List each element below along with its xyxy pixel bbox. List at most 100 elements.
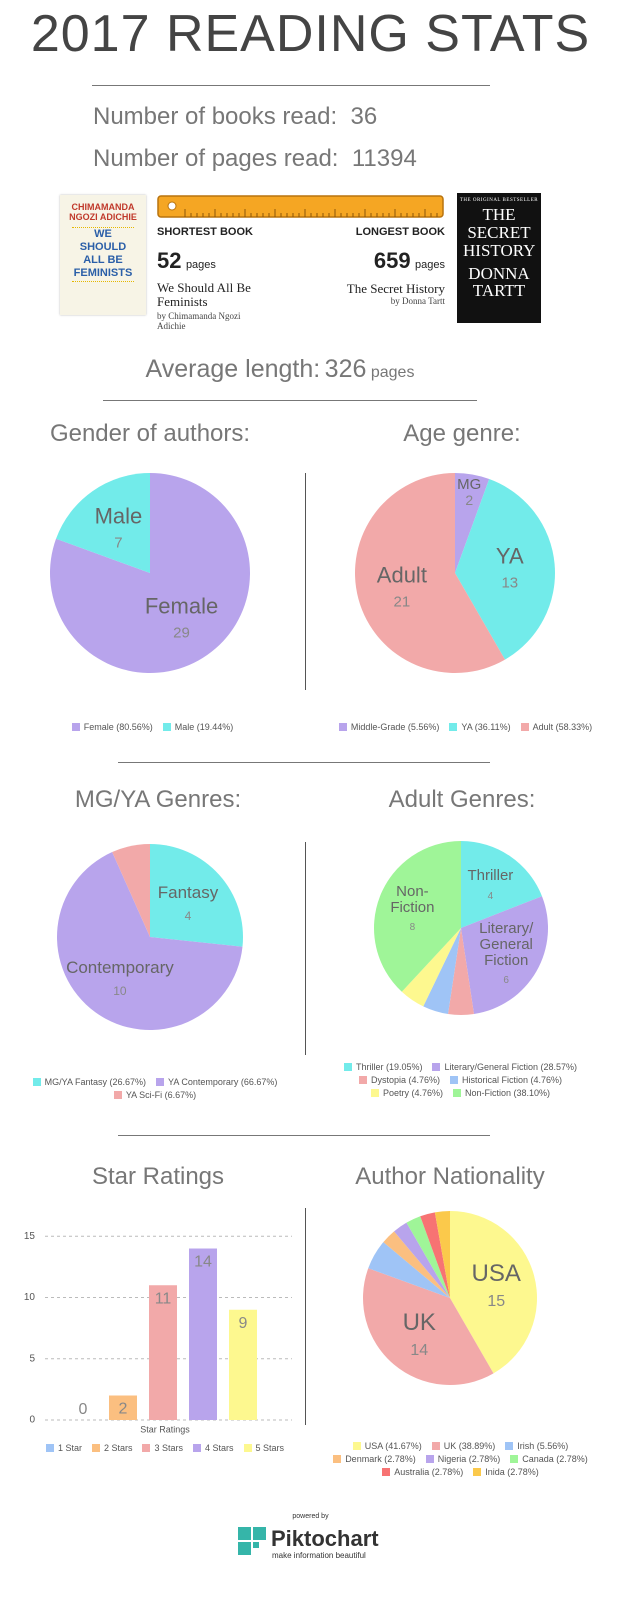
bar <box>229 1309 257 1420</box>
slice-name: Male <box>94 503 143 529</box>
ruler-body <box>157 195 444 218</box>
legend-label: Canada (2.78%) <box>522 1454 588 1464</box>
legend-swatch <box>382 1468 391 1476</box>
slice-value: 8 <box>409 922 416 934</box>
legend-label: Denmark (2.78%) <box>345 1454 416 1464</box>
legend-swatch <box>505 1442 514 1450</box>
pie-slice <box>461 896 548 1015</box>
pie-slice <box>56 473 150 573</box>
y-tick-label: 5 <box>29 1353 35 1364</box>
legend-swatch <box>45 1444 54 1452</box>
data-label: 11 <box>155 1290 172 1307</box>
legend-swatch <box>113 1091 122 1099</box>
slice-value: 10 <box>113 984 127 998</box>
pages-number: 52 <box>157 248 182 273</box>
legend-item: UK (38.89%) <box>431 1441 495 1451</box>
chart-title: MG/YA Genres: <box>74 786 242 813</box>
pie-slice <box>362 1268 494 1386</box>
legend-item: Canada (2.78%) <box>510 1454 588 1464</box>
legend: Thriller (19.05%) Literary/General Fictio… <box>318 1062 603 1098</box>
legend-swatch <box>473 1468 482 1476</box>
brand: Piktochart <box>271 1526 379 1551</box>
legend-label: Dystopia (4.76%) <box>370 1075 440 1085</box>
legend-swatch <box>510 1455 519 1463</box>
slice-value: 14 <box>410 1341 429 1359</box>
chart-title: Gender of authors: <box>49 420 251 447</box>
slice-name: Thriller <box>467 866 514 884</box>
slice-label: Adult 21 <box>377 564 427 611</box>
legend-label: USA (41.67%) <box>364 1441 422 1451</box>
legend-swatch <box>32 1078 41 1086</box>
slice-label: UK 14 <box>402 1308 436 1360</box>
slice-name: Contemporary <box>66 958 174 978</box>
legend-item: 1 Star <box>45 1443 82 1453</box>
book-author: by Donna Tartt <box>390 296 445 306</box>
legend-swatch <box>358 1076 367 1084</box>
legend-item: Non-Fiction (38.10%) <box>452 1088 550 1098</box>
data-label: 9 <box>239 1315 248 1332</box>
book-cover: CHIMAMANDA NGOZI ADICHIE WE SHOULD ALL B… <box>60 195 146 315</box>
legend-item: Adult (58.33%) <box>520 722 593 732</box>
y-tick-label: 0 <box>29 1415 35 1426</box>
legend-item: Denmark (2.78%) <box>333 1454 416 1464</box>
divider <box>92 85 490 86</box>
slice-label: Literary/ General Fiction 6 <box>477 921 535 987</box>
chart-title: Star Ratings <box>91 1163 225 1190</box>
data-label: 14 <box>194 1254 212 1271</box>
powered-by: powered by <box>292 1513 329 1520</box>
slice-label: Fantasy 4 <box>157 882 219 922</box>
slice-label: Non-Fiction 8 <box>383 884 441 934</box>
slice-value: 4 <box>487 890 494 902</box>
legend-swatch <box>352 1442 361 1450</box>
cover-tagline: THE ORIGINAL BESTSELLER <box>459 198 539 203</box>
legend-item: Nigeria (2.78%) <box>425 1454 501 1464</box>
legend-label: Adult (58.33%) <box>532 722 593 732</box>
legend-item: Literary/General Fiction (28.57%) <box>432 1062 577 1072</box>
legend-item: Historical Fiction (4.76%) <box>450 1075 562 1085</box>
y-tick-label: 15 <box>24 1231 36 1242</box>
slice-value: 6 <box>503 975 509 987</box>
legend-label: 3 Stars <box>154 1443 183 1453</box>
slice-name: Adult <box>376 562 427 588</box>
legend-swatch <box>155 1078 164 1086</box>
slice-label: YA 13 <box>496 545 524 592</box>
legend-item: 5 Stars <box>243 1443 285 1453</box>
stat-row: Number of pages read: 11394 <box>93 145 417 173</box>
legend-label: Middle-Grade (5.56%) <box>350 722 440 732</box>
pie-slice <box>423 928 461 1015</box>
legend-swatch <box>333 1455 342 1463</box>
slice-name: Literary/ General Fiction <box>479 920 534 969</box>
book-pages: 659 pages <box>374 248 445 274</box>
slice-name: Fantasy <box>157 882 219 902</box>
book-author: by Chimamanda Ngozi Adichie <box>157 311 241 331</box>
slice-name: Non-Fiction <box>390 882 435 916</box>
y-tick-label: 10 <box>24 1292 36 1303</box>
slice-label: MG 2 <box>457 477 481 507</box>
bar <box>189 1248 217 1420</box>
divider <box>305 1208 306 1425</box>
legend-item: YA (36.11%) <box>449 722 511 732</box>
average-label: Average length: <box>145 355 321 383</box>
legend-label: Nigeria (2.78%) <box>437 1454 501 1464</box>
pie-slice <box>406 1216 450 1298</box>
legend: USA (41.67%) UK (38.89%) Irish (5.56%) Denm… <box>318 1441 603 1477</box>
legend-swatch <box>142 1444 151 1452</box>
pages-unit: pages <box>185 259 216 271</box>
slice-label: Male 7 <box>94 503 143 552</box>
stat-value: 11394 <box>351 145 417 172</box>
legend-swatch <box>370 1089 379 1097</box>
legend-swatch <box>243 1444 252 1452</box>
legend-item: 4 Stars <box>193 1443 234 1453</box>
slice-value: 7 <box>114 534 123 552</box>
slice-name: UK <box>402 1308 436 1336</box>
logo-icon <box>238 1527 266 1555</box>
brand-tagline: make information beautiful <box>272 1551 366 1560</box>
legend-label: 1 Star <box>57 1443 82 1453</box>
legend-label: Historical Fiction (4.76%) <box>462 1075 563 1085</box>
legend-label: Inida (2.78%) <box>485 1467 539 1477</box>
legend-label: 5 Stars <box>255 1443 285 1453</box>
slice-value: 2 <box>465 491 474 508</box>
slice-name: USA <box>471 1259 521 1287</box>
legend-label: YA Contemporary (66.67%) <box>167 1077 278 1087</box>
